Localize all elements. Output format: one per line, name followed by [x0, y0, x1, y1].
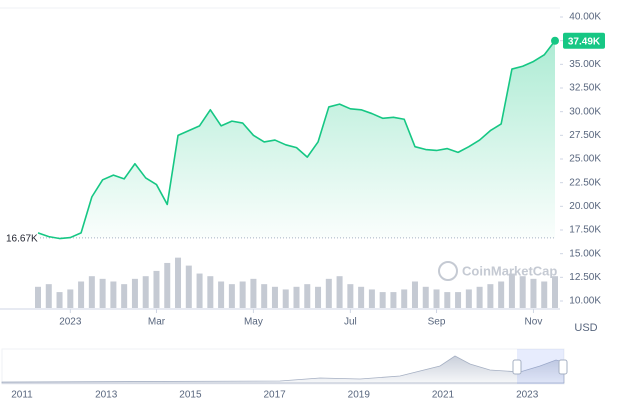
volume-bar — [35, 286, 41, 308]
volume-bar — [196, 273, 203, 308]
volume-bar — [218, 281, 225, 308]
navigator-selection[interactable] — [517, 349, 564, 384]
y-tick-label: 22.50K — [569, 177, 601, 188]
navigator-year: 2023 — [516, 390, 539, 401]
y-tick-label: 20.00K — [569, 201, 601, 212]
price-badge — [563, 32, 605, 49]
volume-bar — [541, 281, 548, 308]
volume-bar — [271, 286, 278, 308]
watermark-logo — [438, 261, 458, 281]
volume-bar — [530, 278, 537, 308]
y-tick-label: 27.50K — [569, 130, 601, 141]
volume-bar — [99, 278, 106, 308]
volume-bar — [56, 292, 63, 308]
volume-bar — [347, 284, 354, 308]
last-point — [551, 36, 559, 45]
volume-bar — [411, 281, 418, 308]
navigator-year: 2021 — [432, 390, 455, 401]
volume-bar — [88, 276, 95, 308]
volume-bar — [390, 292, 397, 308]
navigator-year: 2019 — [348, 390, 371, 401]
volume-bar — [282, 289, 289, 308]
volume-bar — [261, 284, 268, 308]
volume-bar — [110, 281, 117, 308]
x-tick-label: Sep — [428, 317, 446, 328]
navigator-handle[interactable] — [512, 359, 522, 375]
volume-bar — [250, 278, 257, 308]
volume-bar — [142, 276, 149, 308]
volume-bar — [228, 284, 235, 308]
volume-bar — [293, 286, 300, 308]
volume-bar — [325, 278, 332, 308]
volume-bar — [476, 286, 483, 308]
volume-bar — [401, 289, 408, 308]
navigator-year: 2017 — [263, 390, 286, 401]
volume-bar — [175, 257, 182, 308]
volume-bar — [153, 270, 160, 308]
y-tick-label: 10.00K — [569, 296, 601, 307]
y-tick-label: 17.50K — [569, 225, 601, 236]
navigator — [1, 348, 568, 385]
navigator-year: 2013 — [95, 390, 118, 401]
volume-bar — [368, 289, 375, 308]
reference-label: 16.67K — [6, 233, 38, 244]
navigator-year: 2011 — [11, 390, 33, 401]
volume-bar — [185, 265, 192, 308]
navigator-year: 2015 — [179, 390, 202, 401]
volume-bar — [379, 292, 386, 308]
volume-bar — [78, 281, 85, 308]
watermark: CoinMarketCap — [438, 261, 557, 281]
reference-badge — [4, 230, 38, 245]
volume-bar — [67, 289, 74, 308]
y-tick-label: 25.00K — [569, 154, 601, 165]
volume-bar — [358, 286, 365, 308]
volume-bar — [315, 286, 322, 308]
price-label: 37.49K — [568, 36, 601, 47]
watermark-text: CoinMarketCap — [462, 263, 557, 278]
x-tick-label: Mar — [148, 317, 166, 328]
y-tick-label: 40.00K — [569, 12, 601, 23]
price-area — [38, 40, 555, 239]
volume-bar — [487, 284, 494, 308]
y-tick-label: 12.50K — [569, 272, 601, 283]
y-tick-label: 15.00K — [569, 248, 601, 259]
volume-bar — [498, 281, 505, 308]
x-tick-label: Jul — [344, 317, 357, 328]
volume-bar — [444, 292, 451, 308]
volume-bar — [433, 289, 440, 308]
volume-bar — [131, 278, 138, 308]
x-tick-label: 2023 — [59, 317, 82, 328]
volume-bar — [164, 262, 171, 308]
volume-bar — [45, 284, 52, 308]
price-line — [37, 40, 556, 240]
volume-bar — [207, 276, 214, 308]
volume-bar — [422, 286, 429, 308]
volume-bar — [121, 284, 128, 308]
y-tick-label: 32.50K — [569, 83, 601, 94]
currency-label: USD — [574, 322, 597, 334]
volume-bar — [239, 281, 246, 308]
volume-bar — [455, 292, 462, 308]
x-tick-label: Nov — [525, 317, 543, 328]
y-tick-label: 30.00K — [569, 106, 601, 117]
y-tick-label: 35.00K — [569, 59, 601, 70]
volume-bar — [465, 289, 472, 308]
volume-bar — [304, 284, 311, 308]
volume-bar — [519, 276, 526, 308]
volume-bar — [508, 273, 515, 308]
x-tick-label: May — [244, 317, 263, 328]
volume-bar — [336, 276, 343, 308]
navigator-handle[interactable] — [558, 359, 568, 375]
volume-bar — [552, 276, 558, 308]
